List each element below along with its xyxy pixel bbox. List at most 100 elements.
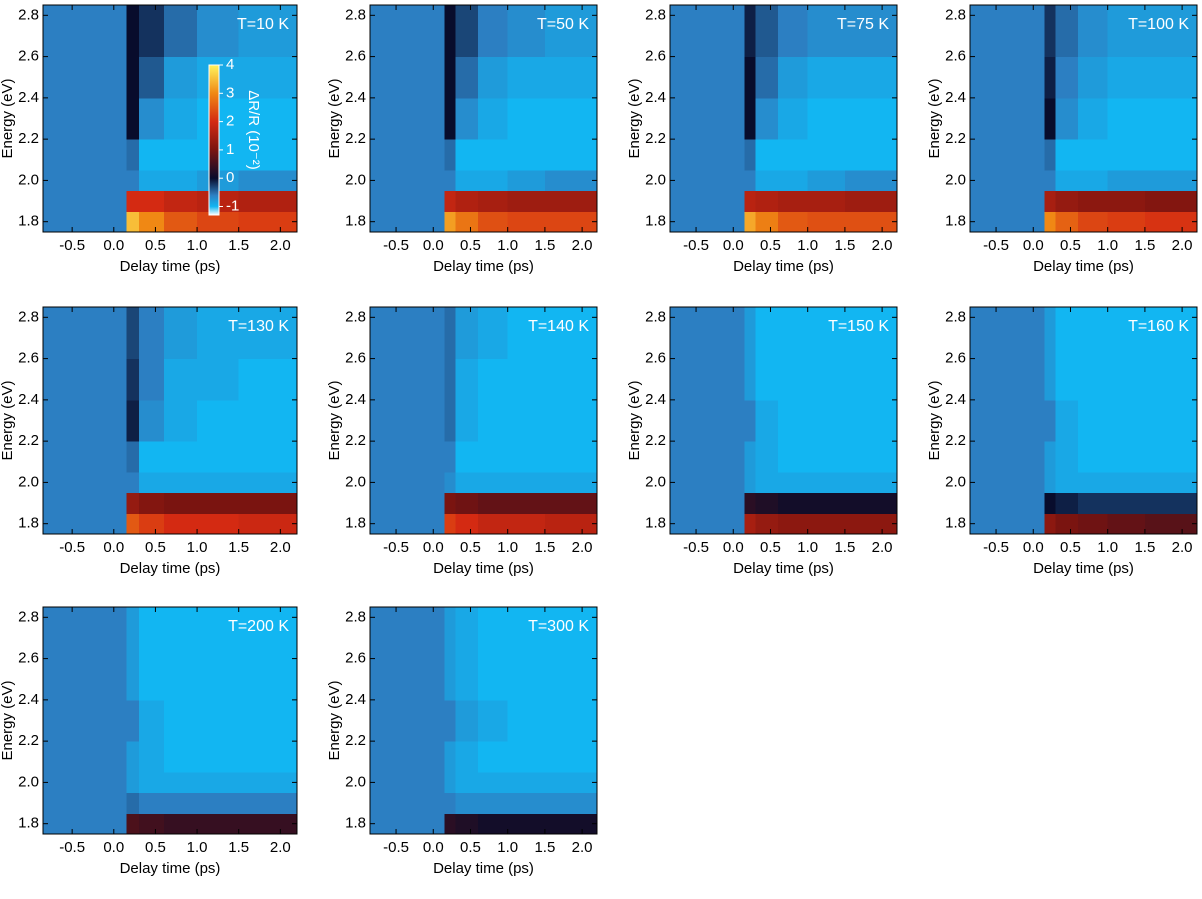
heat-cell xyxy=(807,56,846,99)
heat-cell xyxy=(238,813,298,835)
heat-cell xyxy=(138,441,165,473)
heat-cell xyxy=(544,441,598,473)
heat-cell xyxy=(477,211,509,233)
heat-cell xyxy=(755,170,779,192)
heat-cell xyxy=(238,772,298,794)
heat-cell xyxy=(844,139,898,171)
heat-cell xyxy=(455,813,479,835)
x-tick-label: 1.0 xyxy=(497,237,518,254)
y-tick-label: 2.6 xyxy=(345,48,366,65)
heat-cell xyxy=(477,792,509,814)
heat-cell xyxy=(477,741,509,773)
y-tick-label: 1.8 xyxy=(345,515,366,532)
y-axis-label: Energy (eV) xyxy=(326,380,343,460)
plot-frame xyxy=(369,4,598,233)
heat-cell xyxy=(238,56,298,99)
plot-frame xyxy=(42,306,298,535)
panel: -0.5 0.0 0.5 1.0 1.5 2.0 1.8 2.0 2.2 2.4 2.6 2.8 Del… xyxy=(326,306,598,577)
x-tick-label: -0.5 xyxy=(683,237,709,254)
heat-cell xyxy=(163,307,198,360)
heat-cell xyxy=(477,772,509,794)
heat-cell xyxy=(238,741,298,773)
heat-cell xyxy=(370,772,445,794)
heat-cell xyxy=(455,190,479,212)
y-tick-label: 1.8 xyxy=(345,213,366,230)
heat-cell xyxy=(197,699,240,742)
heat-cell xyxy=(163,56,198,99)
heat-cell xyxy=(507,441,546,473)
x-tick-label: 1.0 xyxy=(187,839,208,856)
heat-cell xyxy=(477,607,509,660)
x-tick-label: 0.0 xyxy=(103,839,124,856)
heat-cell xyxy=(138,97,165,140)
heat-cell xyxy=(970,5,1045,58)
colorbar-tick-label: 1 xyxy=(226,141,234,158)
heat-cell xyxy=(138,139,165,171)
plot-frame xyxy=(369,306,598,535)
heat-cell xyxy=(670,190,745,212)
heat-cell xyxy=(43,139,127,171)
x-axis-label: Delay time (ps) xyxy=(1033,560,1134,577)
heat-cell xyxy=(163,190,198,212)
heat-cell xyxy=(544,97,598,140)
x-tick-label: -0.5 xyxy=(983,539,1009,556)
heat-cell xyxy=(755,211,779,233)
heat-cell xyxy=(370,699,445,742)
heat-cell xyxy=(544,5,598,58)
heat-cell xyxy=(455,307,479,360)
heat-cell xyxy=(477,399,509,442)
heat-cell xyxy=(670,170,745,192)
heat-cell xyxy=(444,741,457,773)
x-tick-label: 0.0 xyxy=(103,237,124,254)
y-tick-label: 2.2 xyxy=(18,432,39,449)
heat-cell xyxy=(197,472,240,494)
heat-cell xyxy=(43,56,127,99)
heat-cell xyxy=(43,170,127,192)
heat-cell xyxy=(777,307,809,360)
heat-cell xyxy=(138,741,165,773)
heat-cell xyxy=(197,658,240,701)
heat-cell xyxy=(238,492,298,514)
panel: -0.5 0.0 0.5 1.0 1.5 2.0 1.8 2.0 2.2 2.4 2.6 2.8 Del… xyxy=(0,4,298,275)
heat-cell xyxy=(444,441,457,473)
colorbar-tick-label: -1 xyxy=(226,197,239,214)
heat-cell xyxy=(126,607,140,660)
heat-cell xyxy=(755,358,779,401)
x-tick-label: 1.5 xyxy=(228,839,249,856)
heat-cell xyxy=(755,472,779,494)
heat-cell xyxy=(163,513,198,535)
heat-cell xyxy=(544,792,598,814)
y-tick-label: 1.8 xyxy=(18,815,39,832)
colorbar xyxy=(208,64,220,216)
panel-title: T=140 K xyxy=(528,318,589,335)
heat-cell xyxy=(238,399,298,442)
heat-cell xyxy=(807,170,846,192)
x-tick-label: 0.0 xyxy=(103,539,124,556)
heat-cell xyxy=(138,358,165,401)
heat-cell xyxy=(507,358,546,401)
heat-cell xyxy=(777,139,809,171)
heat-cell xyxy=(755,56,779,99)
heat-cell xyxy=(670,399,745,442)
heat-cell xyxy=(544,56,598,99)
heat-cell xyxy=(1077,139,1109,171)
x-tick-label: 0.5 xyxy=(760,539,781,556)
heat-cell xyxy=(238,211,298,233)
x-tick-label: 1.5 xyxy=(534,237,555,254)
panel-title: T=100 K xyxy=(1128,16,1189,33)
heat-cell xyxy=(544,190,598,212)
heat-cell xyxy=(455,441,479,473)
x-tick-label: -0.5 xyxy=(383,539,409,556)
y-tick-label: 2.2 xyxy=(645,130,666,147)
x-tick-label: 1.5 xyxy=(534,539,555,556)
heat-cell xyxy=(43,399,127,442)
heat-cell xyxy=(138,307,165,360)
heat-cell xyxy=(370,441,445,473)
heat-cell xyxy=(455,772,479,794)
y-axis-label: Energy (eV) xyxy=(926,78,943,158)
heat-cell xyxy=(544,472,598,494)
heat-cell xyxy=(670,97,745,140)
heat-cell xyxy=(163,139,198,171)
x-tick-label: 0.5 xyxy=(1060,539,1081,556)
heat-cell xyxy=(544,358,598,401)
